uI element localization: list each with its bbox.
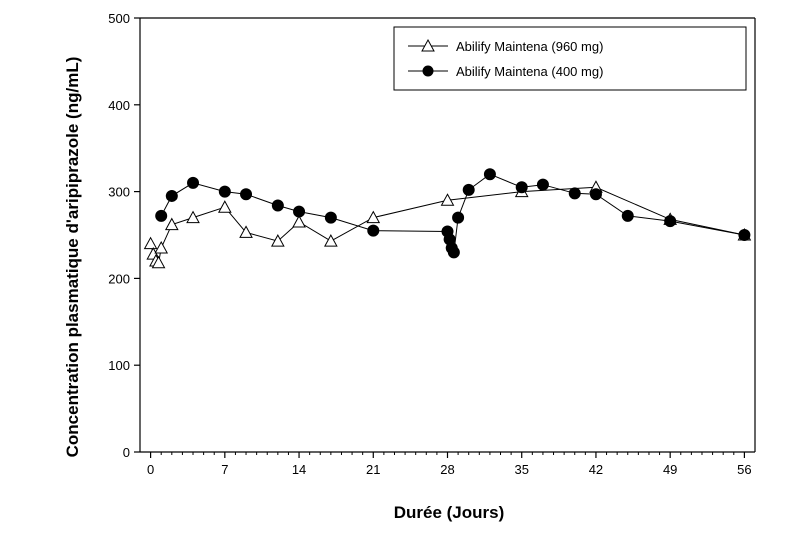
data-point-960 [186, 210, 200, 224]
x-ticks: 0 7 14 21 28 35 42 49 56 [147, 452, 752, 477]
data-point-400 [536, 178, 549, 191]
data-point-400 [218, 185, 231, 198]
x-tick-label: 42 [589, 462, 603, 477]
x-tick-label: 0 [147, 462, 154, 477]
x-axis-title: Durée (Jours) [394, 503, 505, 522]
data-point-400 [367, 224, 380, 237]
data-point-960 [324, 234, 338, 247]
data-point-400 [589, 188, 602, 201]
legend-marker-400 [422, 65, 434, 77]
data-point-960 [440, 193, 455, 206]
x-tick-label: 28 [440, 462, 454, 477]
x-tick-label: 7 [221, 462, 228, 477]
data-point-960 [151, 255, 166, 269]
data-point-960 [154, 240, 169, 254]
legend-marker-960 [421, 38, 435, 52]
x-tick-label: 21 [366, 462, 380, 477]
data-point-400 [324, 211, 337, 224]
x-tick-label: 56 [737, 462, 751, 477]
data-point-960 [292, 214, 306, 228]
data-point-400 [462, 183, 475, 196]
series-layer [143, 168, 752, 269]
x-tick-label: 49 [663, 462, 677, 477]
data-point-400 [452, 211, 465, 224]
data-point-400 [155, 209, 168, 222]
y-ticks: 0 100 200 300 400 500 [108, 11, 140, 460]
y-tick-label: 100 [108, 358, 130, 373]
y-tick-label: 400 [108, 98, 130, 113]
legend-box [393, 26, 747, 91]
data-point-400 [447, 246, 460, 259]
data-point-400 [738, 229, 751, 241]
data-point-400 [271, 199, 284, 212]
data-point-400 [664, 215, 677, 228]
data-point-960 [271, 234, 285, 247]
x-tick-label: 35 [514, 462, 528, 477]
data-point-400 [483, 168, 496, 181]
legend-label-400: Abilify Maintena (400 mg) [456, 64, 603, 79]
x-tick-label: 14 [292, 462, 306, 477]
data-point-400 [240, 188, 253, 201]
data-point-960 [366, 210, 381, 224]
data-point-960 [164, 217, 179, 231]
data-point-400 [515, 181, 528, 194]
y-tick-label: 0 [123, 445, 130, 460]
legend: Abilify Maintena (960 mg) Abilify Mainte… [393, 26, 747, 91]
y-axis-title: Concentration plasmatique d'aripiprazole… [63, 57, 82, 458]
y-tick-label: 300 [108, 185, 130, 200]
data-point-400 [568, 187, 581, 200]
data-point-960 [143, 236, 158, 250]
data-point-400 [165, 189, 178, 202]
data-point-960 [217, 200, 232, 213]
y-tick-label: 200 [108, 271, 130, 286]
data-point-400 [621, 209, 634, 222]
data-point-400 [293, 205, 306, 218]
axis-frame [139, 17, 756, 453]
legend-label-960: Abilify Maintena (960 mg) [456, 39, 603, 54]
data-point-960 [239, 225, 253, 238]
data-point-400 [187, 176, 200, 189]
y-tick-label: 500 [108, 11, 130, 26]
